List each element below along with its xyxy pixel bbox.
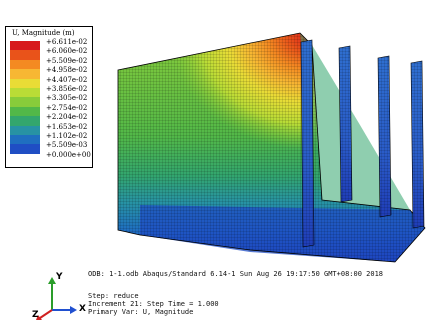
- legend-value-label: +6.060e-02: [46, 47, 88, 56]
- pile-1: [300, 39, 315, 248]
- increment-line: Increment 21: Step Time = 1.000: [88, 300, 219, 308]
- legend-value-label: +4.958e-02: [46, 66, 88, 75]
- contour-legend: U, Magnitude (m) +6.611e-02 +6.060e-02 +5.…: [5, 26, 93, 168]
- legend-color-swatch: [10, 88, 40, 98]
- legend-value-label: +1.102e-02: [46, 132, 88, 140]
- legend-value-label: +2.754e-02: [46, 103, 88, 112]
- legend-color-swatch: [10, 50, 40, 60]
- legend-color-swatch: [10, 78, 40, 88]
- axis-triad: Y X Z: [32, 270, 88, 321]
- legend-value-label: +0.000e+00: [46, 150, 91, 159]
- legend-value-label: +1.653e-02: [46, 122, 88, 131]
- primary-var-line: Primary Var: U, Magnitude: [88, 308, 194, 316]
- legend-color-swatch: [10, 135, 40, 145]
- legend-value-label: +6.611e-02: [46, 38, 88, 46]
- pile-4: [410, 60, 425, 229]
- legend-value-label: +2.204e-02: [46, 113, 88, 122]
- pile-2: [338, 45, 353, 203]
- legend-value-label: +5.509e-02: [46, 56, 88, 65]
- status-info-block: ODB: 1-1.odb Abaqus/Standard 6.14-1 Sun …: [88, 270, 443, 316]
- triad-arrows-icon: [36, 277, 77, 320]
- legend-color-swatch: [10, 106, 40, 117]
- triad-z-label: Z: [32, 310, 39, 320]
- odb-info-line: ODB: 1-1.odb Abaqus/Standard 6.14-1 Sun …: [88, 270, 384, 278]
- legend-title: U, Magnitude (m): [12, 29, 75, 37]
- legend-color-swatch: [10, 41, 40, 51]
- legend-color-swatch: [10, 116, 40, 126]
- legend-color-swatch: [10, 59, 40, 70]
- triad-x-label: X: [79, 304, 86, 314]
- legend-color-swatch: [10, 97, 40, 107]
- legend-value-label: +3.305e-02: [46, 94, 88, 103]
- legend-color-swatch: [10, 144, 40, 154]
- legend-value-label: +4.407e-02: [46, 75, 88, 84]
- legend-color-swatch: [10, 125, 40, 135]
- pile-3: [377, 55, 392, 218]
- step-line: Step: reduce: [88, 292, 139, 300]
- legend-value-label: +3.856e-02: [46, 85, 88, 93]
- legend-value-label: +5.509e-03: [46, 141, 88, 150]
- triad-y-label: Y: [56, 272, 63, 282]
- legend-color-swatch: [10, 69, 40, 79]
